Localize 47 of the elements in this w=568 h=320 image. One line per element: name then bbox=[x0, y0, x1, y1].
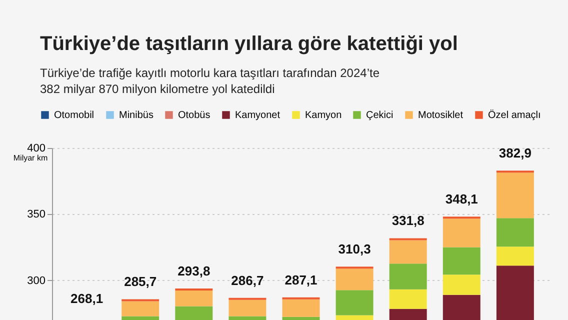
bar bbox=[496, 172, 534, 218]
legend-label: Kamyon bbox=[305, 110, 342, 121]
bar bbox=[175, 306, 213, 320]
y-tick-label: 400 bbox=[27, 142, 46, 154]
bar bbox=[496, 246, 534, 266]
legend-label: Çekici bbox=[366, 110, 394, 121]
bar bbox=[389, 289, 427, 309]
bar bbox=[122, 301, 160, 316]
bar bbox=[336, 268, 374, 290]
bar bbox=[389, 264, 427, 290]
annotation: 287,1 bbox=[284, 272, 318, 288]
chart-title: Türkiye’de taşıtların yıllara göre katettiği yol bbox=[40, 33, 458, 55]
legend-label: Minibüs bbox=[119, 110, 154, 121]
bar bbox=[175, 290, 213, 306]
bar bbox=[442, 294, 480, 320]
bar bbox=[336, 290, 374, 316]
bar bbox=[122, 316, 160, 320]
annotation: 268,1 bbox=[70, 291, 104, 306]
bar bbox=[282, 299, 320, 317]
annotation: 382,9 bbox=[498, 146, 532, 161]
bar bbox=[496, 266, 534, 320]
bar bbox=[389, 308, 427, 320]
bar bbox=[228, 300, 266, 316]
bar bbox=[336, 315, 374, 320]
y-tick-label: 300 bbox=[27, 274, 46, 287]
bar bbox=[389, 240, 427, 264]
bar bbox=[282, 316, 320, 320]
annotation: 285,7 bbox=[124, 274, 157, 290]
bar bbox=[442, 274, 480, 295]
legend-label: Özel amaçlı bbox=[488, 109, 541, 121]
legend-label: Kamyonet bbox=[235, 110, 280, 121]
annotation: 293,8 bbox=[178, 264, 210, 279]
annotation: 286,7 bbox=[231, 272, 264, 288]
bar bbox=[228, 316, 266, 320]
bar bbox=[442, 218, 480, 248]
annotation: 331,8 bbox=[392, 213, 424, 228]
legend-label: Otomobil bbox=[54, 110, 94, 121]
y-tick-label: 350 bbox=[27, 208, 46, 221]
legend-label: Motosiklet bbox=[418, 110, 464, 121]
text: Türkiye’de trafiğe kayıtlı motorlu kara taşıtları tarafından 2024’te bbox=[40, 66, 380, 80]
bar bbox=[442, 247, 480, 275]
text: 382 milyar 870 milyon kilometre yol katedildi bbox=[40, 82, 275, 96]
bar bbox=[496, 218, 534, 247]
annotation: 348,1 bbox=[445, 192, 478, 207]
legend-label: Otobüs bbox=[178, 110, 210, 121]
annotation: 310,3 bbox=[338, 242, 371, 257]
y-axis-title: Milyar km bbox=[13, 154, 48, 162]
